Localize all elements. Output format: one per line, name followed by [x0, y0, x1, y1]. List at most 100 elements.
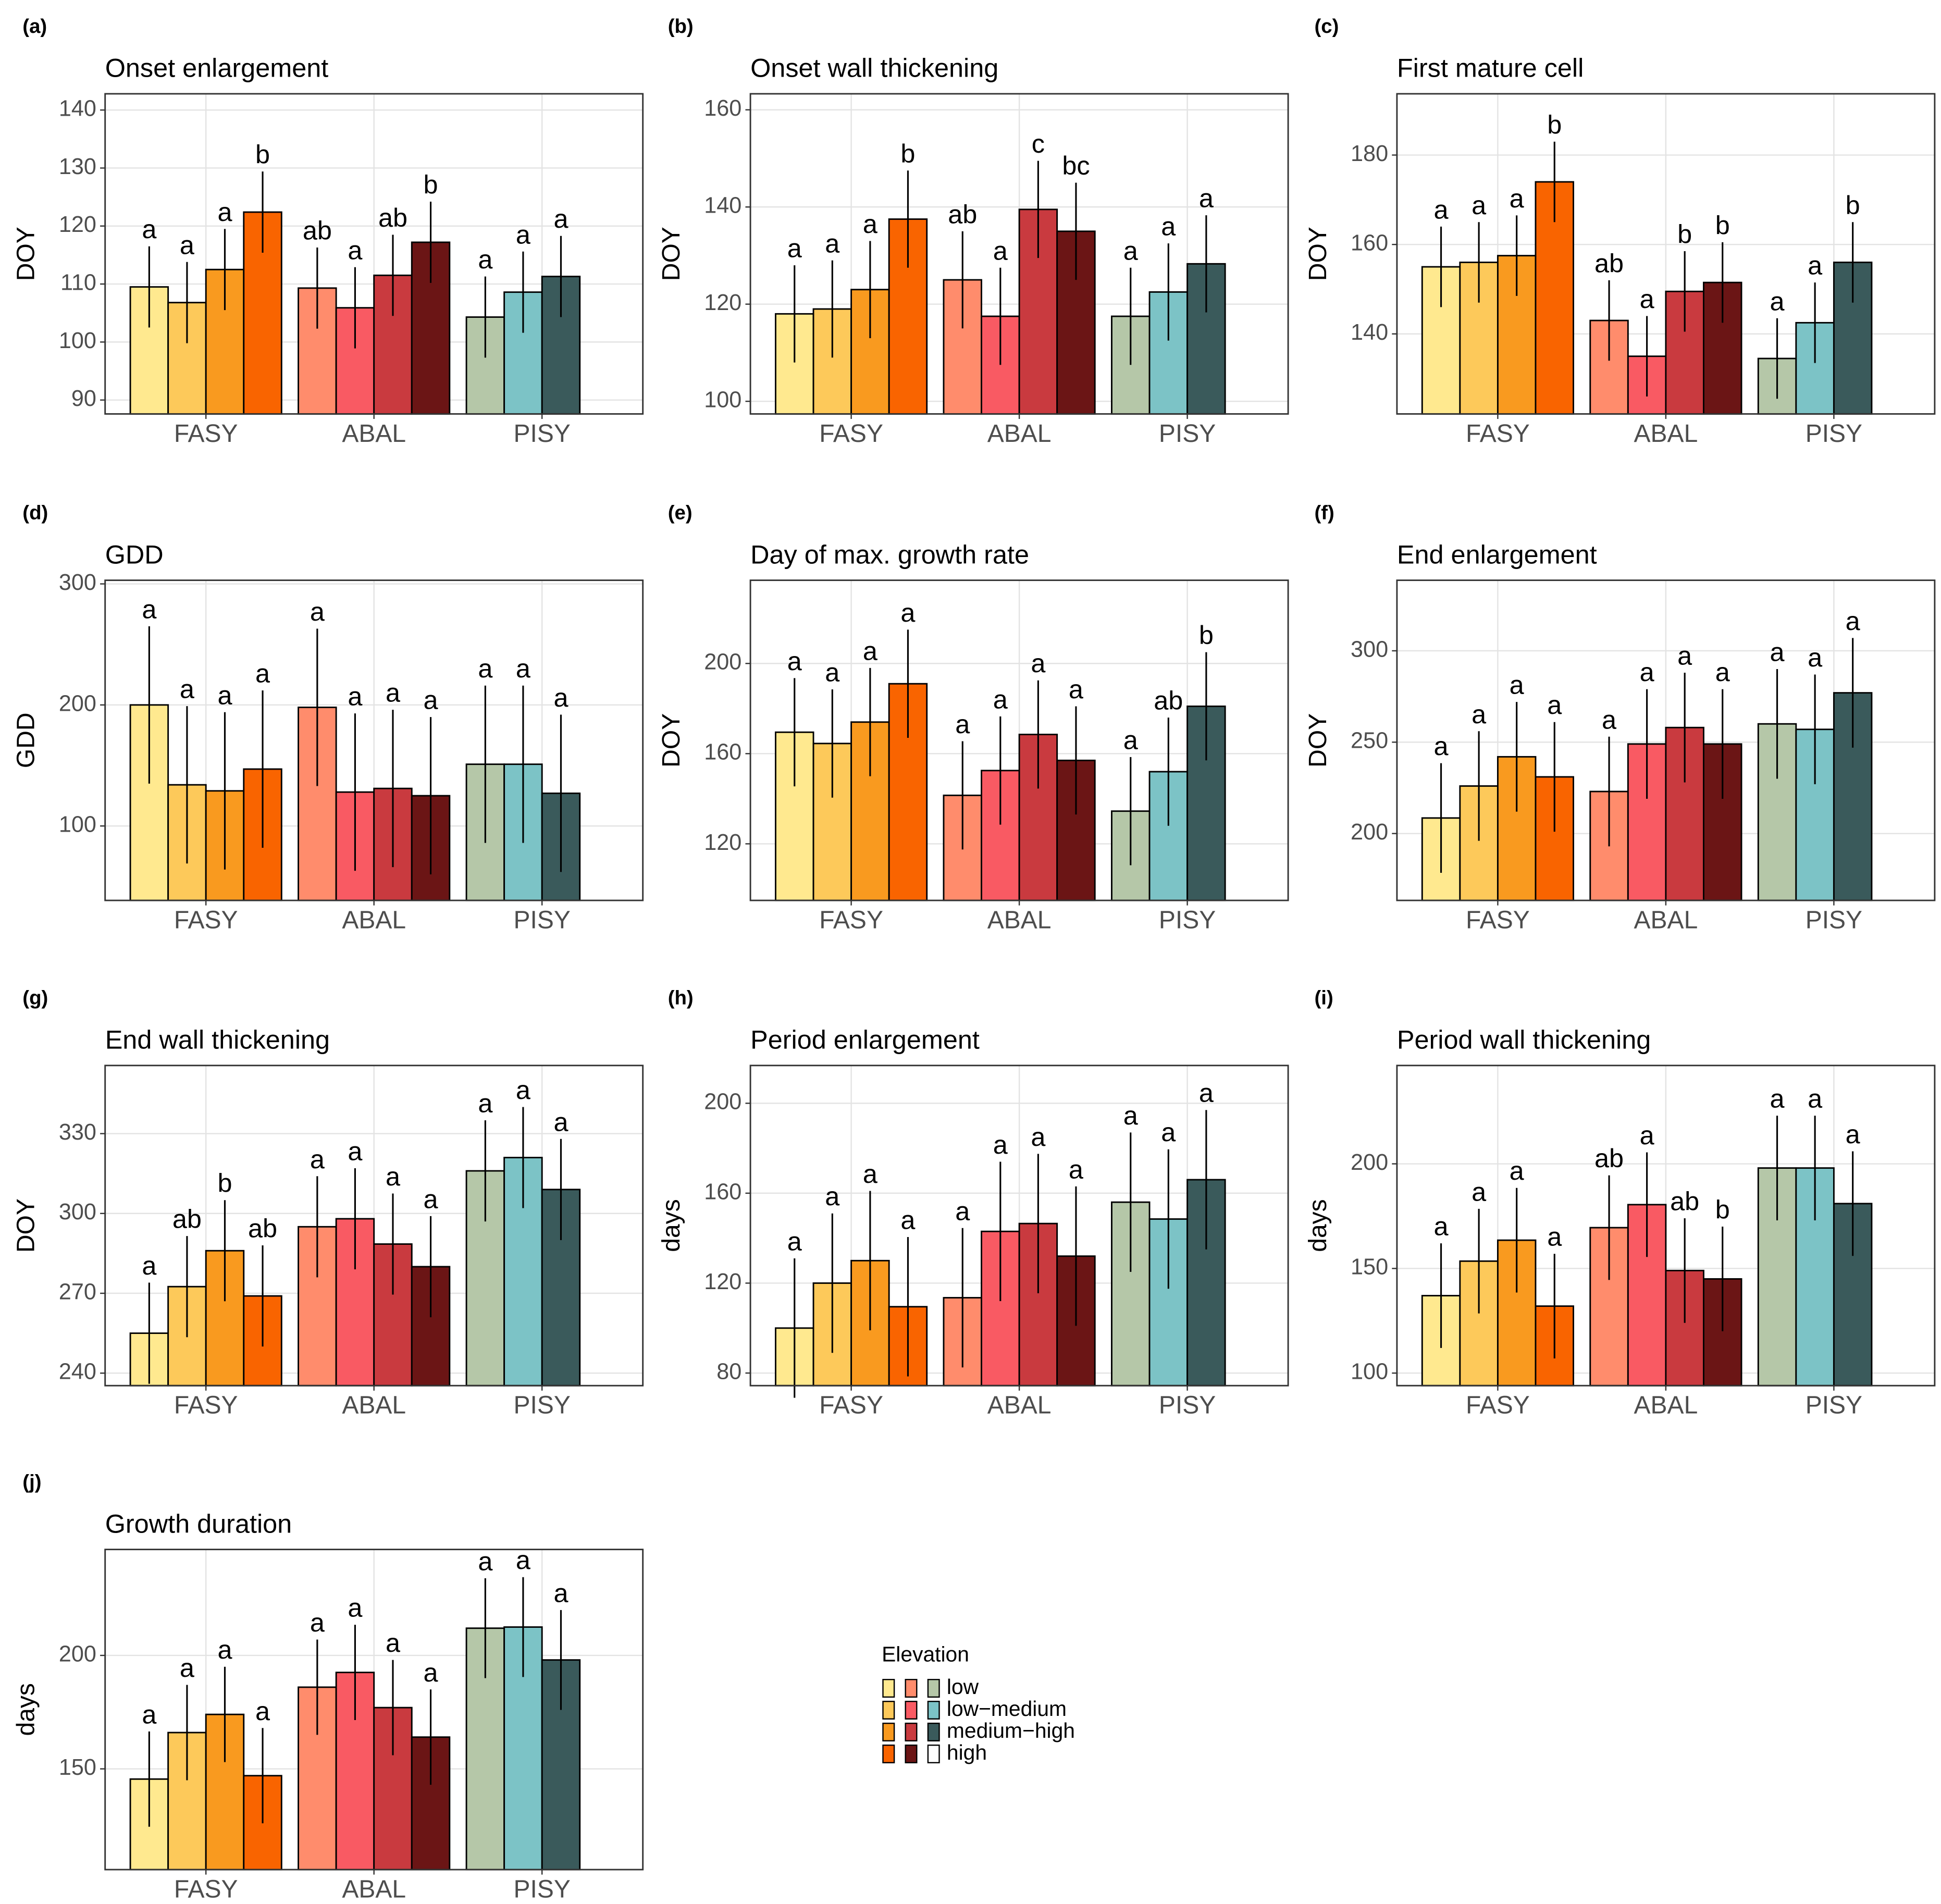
x-tick-label: ABAL: [1634, 906, 1698, 934]
significance-letter: a: [1472, 1177, 1487, 1206]
significance-letter: a: [1472, 190, 1487, 220]
panel-border: [749, 1065, 1289, 1387]
y-axis-label: DOY: [13, 227, 40, 281]
significance-letter: a: [1434, 194, 1449, 224]
y-axis-label: DOY: [1304, 227, 1332, 281]
y-axis-label: DOY: [1304, 713, 1332, 768]
significance-letter: a: [553, 204, 568, 233]
significance-letter: a: [255, 1696, 270, 1726]
significance-letter: a: [1510, 1156, 1525, 1185]
significance-letter: a: [1640, 657, 1655, 687]
significance-letter: a: [217, 680, 232, 710]
significance-letter: a: [478, 244, 493, 274]
significance-letter: bc: [1062, 151, 1090, 180]
y-tick-label: 150: [59, 1755, 96, 1780]
panel-border: [1396, 93, 1936, 415]
legend-swatch: [927, 1701, 940, 1720]
significance-letter: ab: [303, 215, 332, 245]
legend-swatch: [882, 1723, 895, 1741]
significance-letter: a: [310, 1144, 325, 1174]
legend-title: Elevation: [882, 1642, 969, 1666]
significance-letter: a: [863, 1159, 878, 1189]
significance-letter: b: [1846, 190, 1860, 220]
significance-letter: a: [1808, 251, 1823, 280]
panel-label: (f): [1315, 502, 1334, 524]
significance-letter: a: [1031, 648, 1046, 678]
y-axis-label: DOY: [658, 227, 685, 281]
significance-letter: a: [1069, 1154, 1084, 1184]
x-tick-label: ABAL: [342, 1392, 406, 1419]
x-tick-label: FASY: [1466, 906, 1530, 934]
legend-label: low−medium: [947, 1697, 1067, 1721]
significance-letter: a: [1808, 642, 1823, 672]
panel: (b) Onset wall thickening DOY 100 120 140 160 F…: [658, 15, 1289, 448]
y-tick-label: 100: [704, 388, 741, 413]
panel-border: [1396, 1065, 1936, 1387]
y-tick-label: 300: [1351, 637, 1388, 662]
x-tick-label: FASY: [819, 906, 883, 934]
panel-title: First mature cell: [1397, 53, 1584, 83]
significance-letter: a: [825, 228, 840, 258]
significance-letter: a: [1434, 1211, 1449, 1241]
x-tick-label: ABAL: [342, 1875, 406, 1903]
significance-letter: a: [424, 685, 439, 715]
y-tick-label: 240: [59, 1359, 96, 1384]
x-tick-label: FASY: [174, 1875, 238, 1903]
significance-letter: a: [1640, 1120, 1655, 1150]
legend-label: low: [947, 1675, 979, 1699]
y-tick-label: 270: [59, 1279, 96, 1304]
x-tick-label: PISY: [514, 1875, 571, 1903]
x-tick-label: ABAL: [342, 906, 406, 934]
significance-letter: a: [1547, 1222, 1562, 1252]
significance-letter: a: [787, 646, 802, 676]
significance-letter: a: [516, 1075, 531, 1105]
significance-letter: a: [180, 1653, 195, 1683]
significance-letter: a: [180, 230, 195, 259]
significance-letter: a: [553, 683, 568, 712]
significance-letter: ab: [948, 199, 977, 229]
significance-letter: a: [348, 682, 363, 711]
significance-letter: a: [1123, 236, 1139, 265]
legend-label: high: [947, 1740, 987, 1764]
y-tick-label: 120: [704, 830, 741, 855]
significance-letter: a: [1031, 1122, 1046, 1152]
y-tick-label: 130: [59, 154, 96, 179]
significance-letter: b: [255, 140, 270, 169]
x-tick-label: PISY: [1159, 906, 1216, 934]
significance-letter: a: [863, 636, 878, 665]
legend-swatch: [927, 1723, 940, 1741]
significance-letter: a: [1123, 725, 1139, 755]
panel-label: (g): [22, 987, 48, 1009]
panel-label: (b): [668, 15, 694, 38]
panel-border: [749, 93, 1289, 415]
y-tick-label: 100: [59, 812, 96, 837]
significance-letter: a: [386, 1628, 401, 1658]
panel-label: (d): [22, 502, 48, 524]
significance-letter: a: [553, 1107, 568, 1136]
panel-title: End enlargement: [1397, 539, 1597, 569]
y-tick-label: 100: [1351, 1359, 1388, 1384]
y-tick-label: 110: [60, 270, 96, 295]
significance-letter: b: [424, 170, 438, 200]
significance-letter: a: [180, 674, 195, 704]
significance-letter: b: [1677, 219, 1692, 249]
significance-letter: a: [386, 1161, 401, 1191]
significance-letter: a: [310, 597, 325, 626]
y-tick-label: 90: [71, 386, 96, 411]
legend-swatch: [882, 1701, 895, 1720]
panel-title: End wall thickening: [105, 1025, 330, 1055]
significance-letter: a: [348, 1136, 363, 1166]
significance-letter: c: [1032, 129, 1045, 158]
significance-letter: ab: [248, 1214, 277, 1243]
legend-swatch: [905, 1701, 918, 1720]
panel-title: GDD: [105, 539, 164, 569]
panel-border: [104, 579, 644, 901]
significance-letter: a: [1846, 606, 1861, 636]
y-tick-label: 250: [1351, 728, 1388, 753]
x-tick-label: PISY: [514, 906, 571, 934]
x-tick-label: FASY: [174, 1392, 238, 1419]
x-tick-label: FASY: [1466, 1392, 1530, 1419]
significance-letter: a: [863, 209, 878, 239]
panel-title: Growth duration: [105, 1509, 292, 1538]
panel: (f) End enlargement DOY 200 250 300 FASY ABAL PI…: [1304, 502, 1936, 934]
